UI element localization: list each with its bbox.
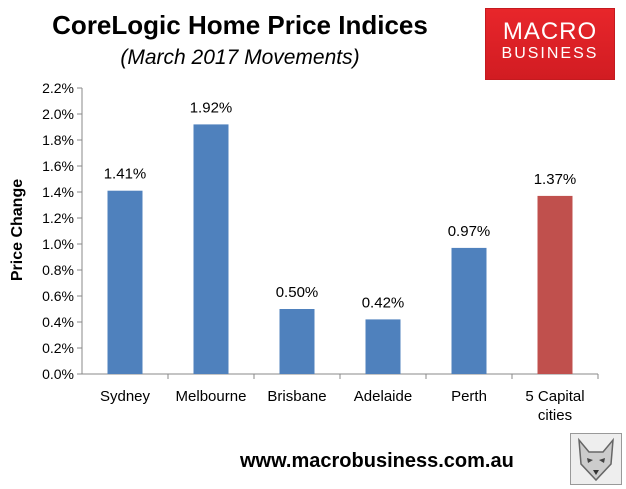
- y-tick-label: 0.4%: [42, 314, 74, 330]
- y-tick-label: 1.2%: [42, 210, 74, 226]
- chart-title: CoreLogic Home Price Indices: [52, 10, 428, 40]
- chart-bars: [107, 124, 573, 375]
- y-tick-label: 0.0%: [42, 366, 74, 382]
- chart-data-labels: 1.41% 1.92% 0.50% 0.42% 0.97% 1.37%: [104, 99, 577, 311]
- logo-line-1: MACRO: [502, 18, 598, 45]
- bar: [365, 319, 401, 374]
- chart-subtitle: (March 2017 Movements): [120, 46, 360, 69]
- wolf-logo-icon: [570, 433, 622, 485]
- bar: [193, 124, 229, 375]
- y-tick-label: 0.2%: [42, 340, 74, 356]
- x-tick-label: cities: [538, 407, 572, 424]
- y-tick-label: 1.0%: [42, 236, 74, 252]
- bar: [451, 247, 487, 374]
- bar-value-label: 0.50%: [276, 284, 319, 301]
- footer-url[interactable]: www.macrobusiness.com.au: [240, 450, 514, 472]
- y-tick-label: 0.8%: [42, 262, 74, 278]
- bar-value-label: 1.92%: [190, 99, 233, 116]
- bar-value-label: 1.41%: [104, 166, 147, 183]
- x-tick-label: Perth: [451, 388, 487, 405]
- x-tick-label: Adelaide: [354, 388, 412, 405]
- bar-value-label: 0.42%: [362, 294, 405, 311]
- y-tick-label: 1.6%: [42, 158, 74, 174]
- x-tick-label: 5 Capital: [525, 388, 584, 405]
- x-tick-label: Brisbane: [267, 388, 326, 405]
- chart-axes: 0.0% 0.2% 0.4% 0.6% 0.8% 1.0% 1.2% 1.4% 1.6% 1.8%…: [42, 80, 599, 424]
- bar: [279, 309, 315, 374]
- y-tick-label: 1.4%: [42, 184, 74, 200]
- bar: [107, 190, 143, 374]
- y-axis-label: Price Change: [9, 179, 26, 281]
- bar: [537, 195, 573, 374]
- macrobusiness-logo: MACRO BUSINESS: [485, 8, 615, 80]
- bar-value-label: 1.37%: [534, 171, 577, 188]
- bar-value-label: 0.97%: [448, 223, 491, 240]
- y-tick-label: 1.8%: [42, 132, 74, 148]
- y-tick-label: 0.6%: [42, 288, 74, 304]
- x-tick-label: Sydney: [100, 388, 151, 405]
- y-tick-label: 2.0%: [42, 106, 74, 122]
- y-tick-label: 2.2%: [42, 80, 74, 96]
- logo-line-2: BUSINESS: [501, 45, 599, 62]
- x-tick-label: Melbourne: [176, 388, 247, 405]
